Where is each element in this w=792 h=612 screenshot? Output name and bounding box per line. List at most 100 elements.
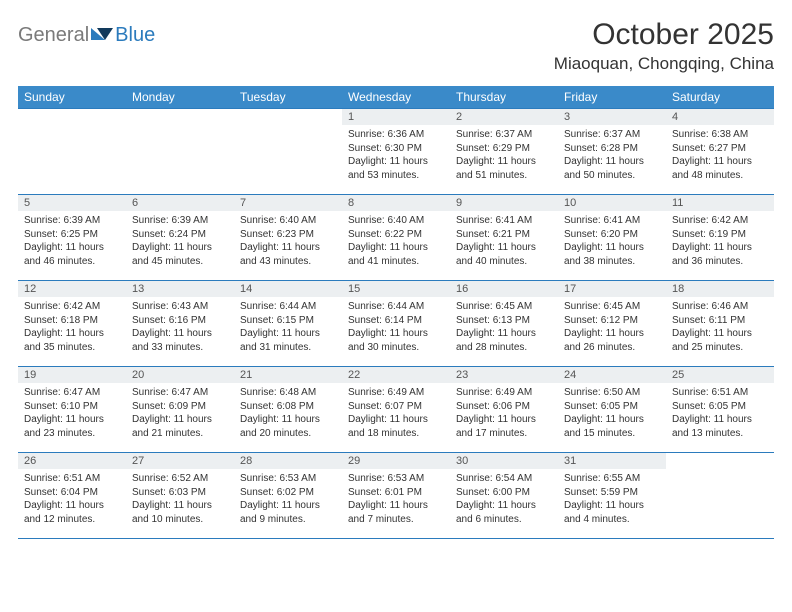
day-line: Sunrise: 6:49 AM	[456, 386, 552, 400]
calendar-cell: 9Sunrise: 6:41 AMSunset: 6:21 PMDaylight…	[450, 195, 558, 281]
weekday-header-row: Sunday Monday Tuesday Wednesday Thursday…	[18, 86, 774, 109]
day-number: 18	[666, 281, 774, 297]
day-line: Sunset: 6:29 PM	[456, 142, 552, 156]
weekday-header: Saturday	[666, 86, 774, 109]
calendar-cell: 31Sunrise: 6:55 AMSunset: 5:59 PMDayligh…	[558, 453, 666, 539]
day-line: Sunset: 6:05 PM	[672, 400, 768, 414]
day-line: Daylight: 11 hours and 23 minutes.	[24, 413, 120, 440]
day-number: 17	[558, 281, 666, 297]
calendar-cell	[234, 109, 342, 195]
day-line: Sunrise: 6:39 AM	[24, 214, 120, 228]
weekday-header: Thursday	[450, 86, 558, 109]
calendar-cell	[666, 453, 774, 539]
day-body: Sunrise: 6:41 AMSunset: 6:20 PMDaylight:…	[558, 211, 666, 272]
day-line: Sunrise: 6:36 AM	[348, 128, 444, 142]
calendar-cell: 28Sunrise: 6:53 AMSunset: 6:02 PMDayligh…	[234, 453, 342, 539]
day-body: Sunrise: 6:36 AMSunset: 6:30 PMDaylight:…	[342, 125, 450, 186]
day-number: 12	[18, 281, 126, 297]
day-line: Sunset: 6:28 PM	[564, 142, 660, 156]
day-body: Sunrise: 6:42 AMSunset: 6:19 PMDaylight:…	[666, 211, 774, 272]
day-number: 5	[18, 195, 126, 211]
calendar-cell: 20Sunrise: 6:47 AMSunset: 6:09 PMDayligh…	[126, 367, 234, 453]
day-line: Sunrise: 6:45 AM	[564, 300, 660, 314]
day-line: Sunset: 6:11 PM	[672, 314, 768, 328]
day-number	[126, 109, 234, 125]
day-line: Sunrise: 6:42 AM	[672, 214, 768, 228]
day-number: 10	[558, 195, 666, 211]
day-body: Sunrise: 6:49 AMSunset: 6:07 PMDaylight:…	[342, 383, 450, 444]
day-line: Daylight: 11 hours and 18 minutes.	[348, 413, 444, 440]
day-body: Sunrise: 6:54 AMSunset: 6:00 PMDaylight:…	[450, 469, 558, 530]
day-line: Daylight: 11 hours and 28 minutes.	[456, 327, 552, 354]
day-line: Daylight: 11 hours and 4 minutes.	[564, 499, 660, 526]
day-number: 26	[18, 453, 126, 469]
day-line: Sunset: 6:18 PM	[24, 314, 120, 328]
day-line: Sunrise: 6:44 AM	[240, 300, 336, 314]
day-line: Sunset: 6:22 PM	[348, 228, 444, 242]
day-number	[666, 453, 774, 469]
day-line: Sunset: 6:01 PM	[348, 486, 444, 500]
day-line: Daylight: 11 hours and 7 minutes.	[348, 499, 444, 526]
weekday-header: Monday	[126, 86, 234, 109]
day-line: Sunrise: 6:53 AM	[240, 472, 336, 486]
day-line: Sunset: 6:04 PM	[24, 486, 120, 500]
calendar-cell: 10Sunrise: 6:41 AMSunset: 6:20 PMDayligh…	[558, 195, 666, 281]
day-line: Sunset: 6:03 PM	[132, 486, 228, 500]
day-line: Daylight: 11 hours and 30 minutes.	[348, 327, 444, 354]
calendar-cell: 12Sunrise: 6:42 AMSunset: 6:18 PMDayligh…	[18, 281, 126, 367]
day-line: Daylight: 11 hours and 12 minutes.	[24, 499, 120, 526]
day-body: Sunrise: 6:47 AMSunset: 6:09 PMDaylight:…	[126, 383, 234, 444]
day-line: Sunrise: 6:44 AM	[348, 300, 444, 314]
calendar-cell: 3Sunrise: 6:37 AMSunset: 6:28 PMDaylight…	[558, 109, 666, 195]
day-line: Daylight: 11 hours and 50 minutes.	[564, 155, 660, 182]
day-line: Sunrise: 6:48 AM	[240, 386, 336, 400]
calendar-cell: 1Sunrise: 6:36 AMSunset: 6:30 PMDaylight…	[342, 109, 450, 195]
calendar-row: 12Sunrise: 6:42 AMSunset: 6:18 PMDayligh…	[18, 281, 774, 367]
calendar-cell	[18, 109, 126, 195]
day-number: 1	[342, 109, 450, 125]
day-line: Sunset: 6:25 PM	[24, 228, 120, 242]
day-body: Sunrise: 6:51 AMSunset: 6:04 PMDaylight:…	[18, 469, 126, 530]
day-body: Sunrise: 6:37 AMSunset: 6:28 PMDaylight:…	[558, 125, 666, 186]
day-line: Sunrise: 6:39 AM	[132, 214, 228, 228]
day-line: Sunrise: 6:42 AM	[24, 300, 120, 314]
calendar-cell: 4Sunrise: 6:38 AMSunset: 6:27 PMDaylight…	[666, 109, 774, 195]
calendar-cell: 21Sunrise: 6:48 AMSunset: 6:08 PMDayligh…	[234, 367, 342, 453]
day-line: Daylight: 11 hours and 45 minutes.	[132, 241, 228, 268]
day-line: Daylight: 11 hours and 10 minutes.	[132, 499, 228, 526]
calendar-cell: 2Sunrise: 6:37 AMSunset: 6:29 PMDaylight…	[450, 109, 558, 195]
day-body: Sunrise: 6:49 AMSunset: 6:06 PMDaylight:…	[450, 383, 558, 444]
day-number: 11	[666, 195, 774, 211]
day-body: Sunrise: 6:38 AMSunset: 6:27 PMDaylight:…	[666, 125, 774, 186]
day-line: Sunset: 6:14 PM	[348, 314, 444, 328]
day-line: Sunset: 6:05 PM	[564, 400, 660, 414]
calendar-row: 26Sunrise: 6:51 AMSunset: 6:04 PMDayligh…	[18, 453, 774, 539]
day-line: Sunrise: 6:43 AM	[132, 300, 228, 314]
day-line: Sunrise: 6:47 AM	[24, 386, 120, 400]
day-number: 30	[450, 453, 558, 469]
day-line: Sunset: 6:27 PM	[672, 142, 768, 156]
day-number: 25	[666, 367, 774, 383]
day-line: Daylight: 11 hours and 33 minutes.	[132, 327, 228, 354]
calendar-cell: 30Sunrise: 6:54 AMSunset: 6:00 PMDayligh…	[450, 453, 558, 539]
day-number: 24	[558, 367, 666, 383]
calendar-row: 5Sunrise: 6:39 AMSunset: 6:25 PMDaylight…	[18, 195, 774, 281]
day-body: Sunrise: 6:51 AMSunset: 6:05 PMDaylight:…	[666, 383, 774, 444]
day-line: Sunset: 6:00 PM	[456, 486, 552, 500]
day-body: Sunrise: 6:42 AMSunset: 6:18 PMDaylight:…	[18, 297, 126, 358]
day-line: Sunrise: 6:46 AM	[672, 300, 768, 314]
day-number: 27	[126, 453, 234, 469]
day-line: Sunrise: 6:51 AM	[24, 472, 120, 486]
day-body	[126, 125, 234, 132]
day-number: 8	[342, 195, 450, 211]
day-body: Sunrise: 6:40 AMSunset: 6:22 PMDaylight:…	[342, 211, 450, 272]
day-line: Sunset: 6:15 PM	[240, 314, 336, 328]
calendar-cell: 13Sunrise: 6:43 AMSunset: 6:16 PMDayligh…	[126, 281, 234, 367]
day-line: Sunrise: 6:53 AM	[348, 472, 444, 486]
day-line: Daylight: 11 hours and 25 minutes.	[672, 327, 768, 354]
day-body: Sunrise: 6:45 AMSunset: 6:12 PMDaylight:…	[558, 297, 666, 358]
day-number: 29	[342, 453, 450, 469]
weekday-header: Sunday	[18, 86, 126, 109]
weekday-header: Tuesday	[234, 86, 342, 109]
day-number: 31	[558, 453, 666, 469]
